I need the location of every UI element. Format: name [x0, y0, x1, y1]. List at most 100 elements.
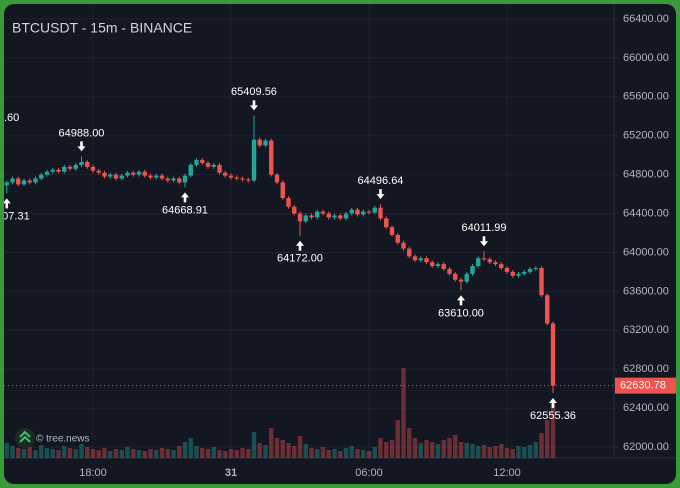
- volume-bar: [447, 438, 452, 458]
- volume-bar: [476, 446, 481, 458]
- candle-body: [96, 170, 101, 173]
- volume-bar: [389, 440, 395, 458]
- candle-body: [349, 209, 354, 214]
- candle-body: [10, 178, 15, 183]
- volume-bar: [263, 445, 268, 458]
- candle-body: [447, 268, 452, 274]
- volume-bar: [355, 449, 360, 458]
- candle-body: [234, 177, 239, 179]
- volume-bar: [332, 449, 337, 458]
- candle-body: [361, 211, 366, 215]
- volume-bar: [430, 442, 435, 458]
- candle-body: [435, 264, 441, 267]
- candle-body: [499, 264, 504, 269]
- volume-bar: [395, 420, 400, 458]
- volume-bar: [142, 451, 147, 458]
- volume-bar: [240, 448, 245, 458]
- candle-body: [62, 166, 67, 172]
- y-tick-label: 62400.00: [623, 402, 669, 414]
- y-tick-label: 66400.00: [623, 13, 669, 25]
- candle-body: [527, 268, 533, 272]
- volume-bar: [113, 449, 119, 458]
- y-tick-label: 63600.00: [623, 285, 669, 297]
- candle-body: [90, 166, 96, 171]
- y-tick-label: 62800.00: [623, 363, 669, 375]
- volume-bar: [205, 449, 211, 458]
- candle-body: [56, 169, 61, 172]
- volume-bar: [533, 442, 538, 458]
- candle-body: [182, 175, 188, 183]
- volume-bar: [522, 447, 527, 458]
- volume-bar: [125, 447, 130, 458]
- volume-bar: [499, 444, 504, 458]
- annotation-label: 64172.00: [277, 253, 323, 265]
- candle-body: [441, 264, 446, 269]
- annotation-arrow: [549, 397, 557, 408]
- candle-body: [119, 175, 124, 179]
- candle-body: [148, 175, 153, 178]
- volume-bar: [136, 450, 142, 458]
- volume-bar: [545, 420, 550, 458]
- candle-body: [378, 207, 383, 219]
- volume-bar: [182, 442, 188, 458]
- candle-body: [251, 139, 257, 181]
- annotation-arrow: [457, 295, 465, 306]
- candle-body: [33, 178, 38, 183]
- candle-body: [263, 140, 268, 146]
- candle-body: [384, 218, 389, 228]
- y-tick-label: 66000.00: [623, 52, 669, 64]
- candle-body: [131, 172, 136, 175]
- candle-body: [504, 268, 510, 272]
- candle-body: [470, 266, 475, 274]
- candle-body: [516, 273, 521, 276]
- candle-body: [188, 164, 193, 176]
- volume-bar: [21, 449, 27, 458]
- annotation-label: 64607.31: [0, 210, 30, 222]
- x-tick-label: 18:00: [79, 467, 107, 479]
- current-price-label: 62630.78: [620, 380, 666, 392]
- candle-body: [424, 258, 429, 263]
- candle-body: [464, 273, 469, 282]
- candle-body: [286, 197, 291, 207]
- candle-body: [407, 248, 412, 257]
- annotation-arrow: [480, 236, 488, 247]
- y-tick-label: 65600.00: [623, 91, 669, 103]
- y-tick-label: 63200.00: [623, 324, 669, 336]
- y-tick-label: 64000.00: [623, 246, 669, 258]
- volume-bar: [44, 448, 50, 458]
- current-price-box: [615, 377, 676, 394]
- candle-body: [67, 166, 73, 169]
- candle-body: [171, 178, 176, 181]
- volume-bar: [39, 445, 44, 458]
- candle-body: [303, 215, 308, 222]
- candle-body: [154, 175, 159, 178]
- candle-body: [102, 172, 107, 177]
- volume-bar: [326, 450, 331, 458]
- candle-body: [395, 234, 400, 243]
- candle-body: [211, 164, 216, 167]
- x-tick-label: 06:00: [355, 467, 383, 479]
- candle-body: [533, 268, 538, 270]
- volume-bar: [550, 402, 556, 458]
- candle-body: [418, 258, 423, 261]
- volume-bar: [79, 444, 84, 458]
- candle-body: [246, 179, 251, 181]
- volume-bar: [441, 440, 446, 458]
- volume-bar: [217, 450, 222, 458]
- candle-body: [309, 215, 314, 218]
- candle-body: [297, 213, 303, 222]
- volume-bar: [343, 448, 349, 458]
- y-tick-label: 65200.00: [623, 130, 669, 142]
- annotation-arrow: [181, 192, 189, 203]
- volume-bar: [286, 443, 291, 458]
- candle-body: [338, 215, 343, 219]
- volume-bar: [165, 449, 170, 458]
- volume-bar: [516, 446, 521, 458]
- candle-body: [177, 178, 182, 183]
- candle-body: [401, 242, 406, 249]
- chart-background: [4, 4, 676, 484]
- candle-body: [412, 256, 418, 261]
- candle-body: [510, 271, 515, 276]
- volume-bar: [303, 444, 308, 458]
- volume-bar: [159, 448, 165, 458]
